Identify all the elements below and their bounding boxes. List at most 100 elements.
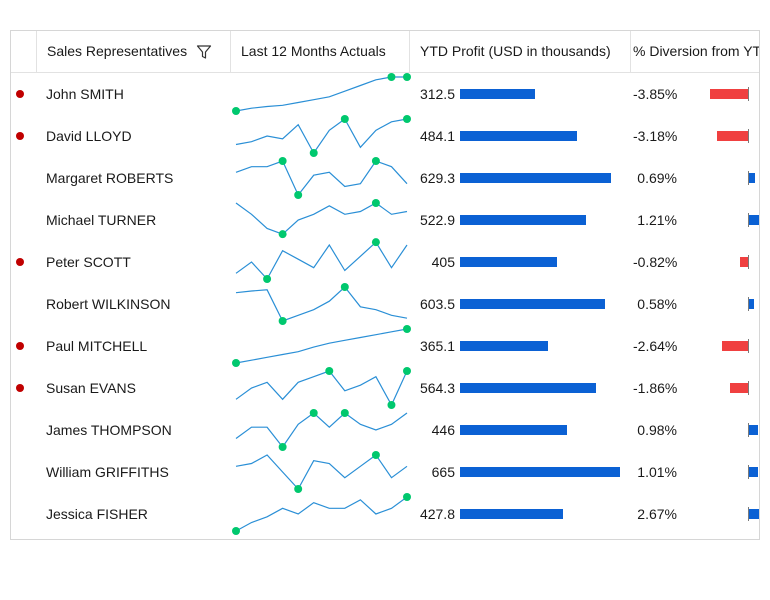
ytd-profit-bar	[460, 89, 536, 99]
sparkline-marker	[403, 115, 411, 123]
filter-icon[interactable]	[196, 44, 212, 60]
diversion-axis	[748, 507, 749, 521]
sparkline-marker	[263, 275, 272, 283]
header-ytd-profit[interactable]: YTD Profit (USD in thousands)	[410, 31, 631, 72]
sparkline-marker	[371, 199, 380, 207]
diversion-bar	[716, 131, 749, 141]
diversion-value: -3.85%	[633, 86, 678, 102]
ytd-profit-value: 564.3	[419, 380, 455, 396]
sparkline-marker	[387, 73, 396, 81]
sparkline-marker	[278, 157, 287, 165]
sparkline	[235, 283, 408, 325]
status-flag-dot	[16, 132, 24, 140]
sparkline	[235, 451, 408, 493]
sparkline-marker	[232, 107, 240, 115]
table-row[interactable]: Susan EVANS 564.3 -1.86%	[11, 367, 759, 409]
sales-rep-name: John SMITH	[46, 86, 124, 102]
status-flag-dot	[16, 384, 24, 392]
sparkline	[232, 73, 411, 115]
sparkline-marker	[232, 359, 240, 367]
sparkline	[235, 367, 411, 409]
table-row[interactable]: James THOMPSON 446 0.98%	[11, 409, 759, 451]
diversion-value: 1.21%	[637, 212, 677, 228]
sparkline	[232, 325, 411, 367]
sparkline	[235, 199, 408, 239]
sparkline-line	[235, 76, 407, 112]
table-row[interactable]: Paul MITCHELL 365.1 -2.64%	[11, 325, 759, 367]
ytd-profit-bar	[460, 341, 548, 351]
sparkline-marker	[371, 238, 380, 247]
diversion-bar	[722, 341, 749, 351]
status-flag-dot	[16, 258, 24, 266]
grid-header: Sales Representatives Last 12 Months Act…	[11, 31, 760, 73]
sparkline-marker	[371, 157, 380, 165]
diversion-bar	[748, 467, 758, 477]
ytd-profit-bar	[460, 257, 558, 267]
table-row[interactable]: Jessica FISHER 427.8 2.67%	[11, 493, 759, 535]
ytd-profit-bar	[460, 131, 577, 141]
diversion-value: -2.64%	[633, 338, 678, 354]
sparkline-marker	[294, 191, 303, 199]
sales-rep-name: David LLOYD	[46, 128, 132, 144]
ytd-profit-value: 484.1	[419, 128, 455, 144]
header-diversion-label: % Diversion from YTD	[633, 43, 760, 59]
diversion-axis	[748, 465, 749, 479]
diversion-axis	[748, 213, 749, 227]
table-row[interactable]: John SMITH 312.5 -3.85%	[11, 73, 759, 115]
ytd-profit-value: 405	[431, 254, 455, 270]
ytd-profit-bar	[460, 425, 568, 435]
table-row[interactable]: Robert WILKINSON 603.5 0.58%	[11, 283, 759, 325]
ytd-profit-value: 446	[431, 422, 455, 438]
header-diversion[interactable]: % Diversion from YTD	[631, 31, 760, 72]
diversion-bar	[748, 425, 758, 435]
diversion-value: 0.98%	[637, 422, 677, 438]
sales-grid: Sales Representatives Last 12 Months Act…	[10, 30, 760, 540]
diversion-axis	[748, 255, 749, 269]
sparkline-marker	[340, 115, 349, 123]
header-indicator-column	[11, 31, 37, 72]
table-row[interactable]: Peter SCOTT 405 -0.82%	[11, 238, 759, 283]
ytd-profit-bar	[460, 383, 596, 393]
table-row[interactable]: Margaret ROBERTS 629.3 0.69%	[11, 157, 759, 199]
ytd-profit-bar	[460, 215, 586, 225]
table-row[interactable]: William GRIFFITHS 665 1.01%	[11, 451, 759, 493]
sparkline-line	[235, 412, 408, 449]
diversion-value: -3.18%	[633, 128, 678, 144]
sparkline	[232, 493, 411, 535]
ytd-profit-value: 365.1	[419, 338, 455, 354]
diversion-bar	[748, 215, 759, 225]
sparkline-marker	[371, 451, 380, 459]
sparkline-marker	[278, 443, 287, 451]
sparkline-line	[235, 370, 408, 407]
diversion-value: 2.67%	[637, 506, 677, 522]
sales-rep-name: William GRIFFITHS	[46, 464, 169, 480]
diversion-bar	[748, 299, 754, 309]
sparkline	[235, 157, 408, 199]
sales-rep-name: Michael TURNER	[46, 212, 157, 228]
sparkline-line	[235, 454, 408, 491]
ytd-profit-bar	[460, 509, 563, 519]
diversion-axis	[748, 171, 749, 185]
header-sales-label: Sales Representatives	[47, 43, 188, 59]
sparkline-line	[235, 241, 408, 281]
sparkline-marker	[403, 325, 411, 333]
table-row[interactable]: David LLOYD 484.1 -3.18%	[11, 115, 759, 157]
table-row[interactable]: Michael TURNER 522.9 1.21%	[11, 199, 759, 241]
diversion-value: -1.86%	[633, 380, 678, 396]
sparkline-marker	[278, 317, 287, 325]
header-last-12-months[interactable]: Last 12 Months Actuals	[231, 31, 410, 72]
sparkline-marker	[403, 367, 411, 375]
sparkline-line	[235, 328, 408, 364]
sparkline-marker	[403, 73, 411, 81]
ytd-profit-bar	[460, 299, 606, 309]
diversion-axis	[748, 423, 749, 437]
sparkline-marker	[340, 283, 349, 291]
sparkline	[235, 409, 408, 451]
diversion-bar	[710, 89, 748, 99]
header-sales-representatives[interactable]: Sales Representatives	[37, 31, 231, 72]
sparkline-marker	[325, 367, 334, 375]
diversion-axis	[748, 381, 749, 395]
diversion-bar	[739, 257, 748, 267]
sparkline-marker	[309, 409, 318, 417]
ytd-profit-value: 629.3	[419, 170, 455, 186]
